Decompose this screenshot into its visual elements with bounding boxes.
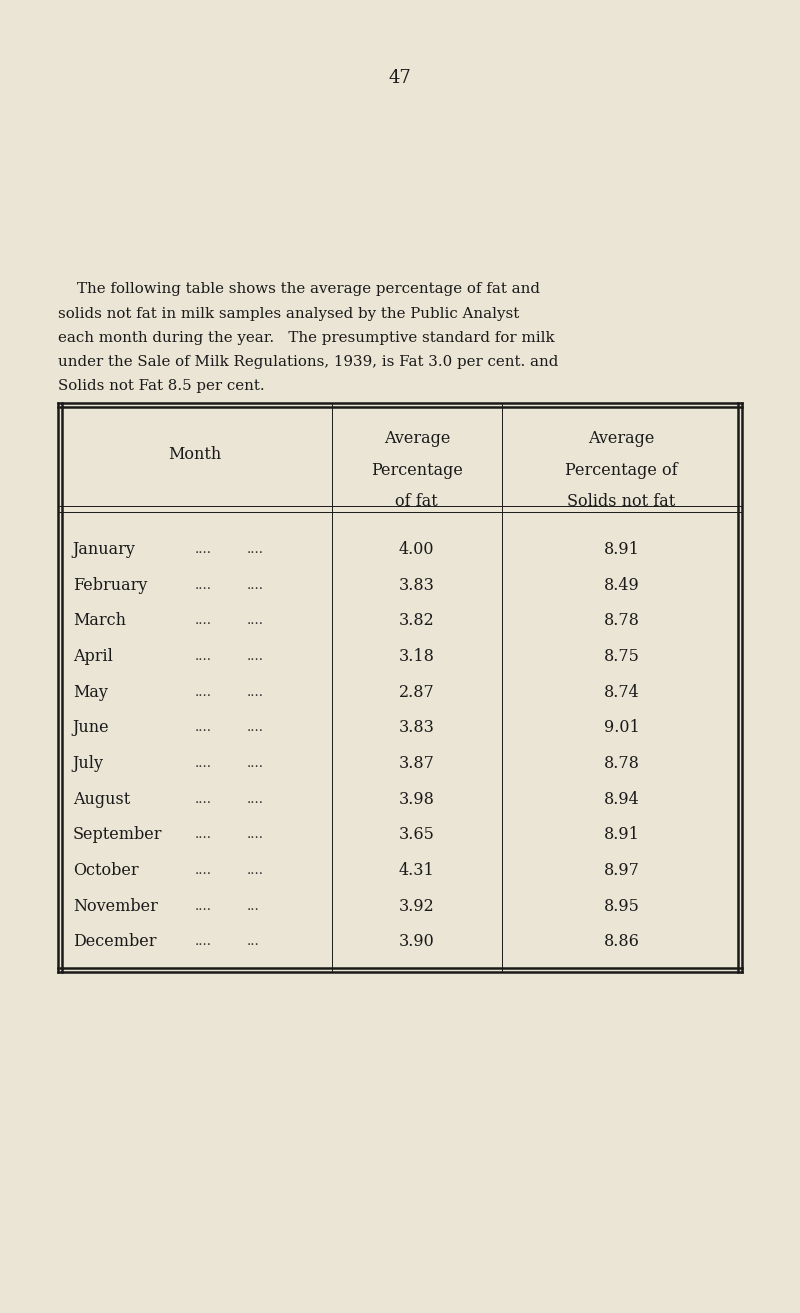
Text: 3.87: 3.87 [399,755,434,772]
Text: 3.18: 3.18 [399,649,434,664]
Text: ....: .... [246,614,263,628]
Text: June: June [73,720,110,737]
Text: ....: .... [246,650,263,663]
Text: 8.86: 8.86 [604,934,639,951]
Text: ....: .... [246,579,263,592]
Text: 47: 47 [389,70,411,87]
Text: March: March [73,612,126,629]
Text: April: April [73,649,113,664]
Text: ....: .... [194,758,211,769]
Text: solids not fat in milk samples analysed by the Public Analyst: solids not fat in milk samples analysed … [58,307,520,320]
Text: May: May [73,684,108,701]
Text: 8.74: 8.74 [604,684,639,701]
Text: ....: .... [246,793,263,806]
Text: Average: Average [384,431,450,446]
Text: Average: Average [589,431,654,446]
Text: ....: .... [194,899,211,913]
Text: Percentage of: Percentage of [566,462,678,478]
Text: 8.95: 8.95 [604,898,639,915]
Text: ....: .... [246,864,263,877]
Text: September: September [73,826,162,843]
Text: ....: .... [194,614,211,628]
Text: July: July [73,755,104,772]
Text: November: November [73,898,158,915]
Text: ....: .... [194,685,211,699]
Text: The following table shows the average percentage of fat and: The following table shows the average pe… [58,282,541,297]
Text: August: August [73,790,130,807]
Text: 8.78: 8.78 [604,612,639,629]
Text: under the Sale of Milk Regulations, 1939, is Fat 3.0 per cent. and: under the Sale of Milk Regulations, 1939… [58,355,558,369]
Text: ...: ... [246,899,259,913]
Text: 8.91: 8.91 [604,541,639,558]
Text: 3.83: 3.83 [399,576,434,593]
Text: Percentage: Percentage [371,462,462,478]
Text: 8.91: 8.91 [604,826,639,843]
Text: December: December [73,934,156,951]
Text: ....: .... [194,829,211,842]
Text: 8.49: 8.49 [604,576,639,593]
Text: Solids not Fat 8.5 per cent.: Solids not Fat 8.5 per cent. [58,379,265,394]
Text: Month: Month [169,446,222,462]
Text: 3.65: 3.65 [399,826,434,843]
Text: ....: .... [246,685,263,699]
Text: 3.83: 3.83 [399,720,434,737]
Text: ...: ... [246,935,259,948]
Text: October: October [73,861,138,878]
Text: 4.31: 4.31 [399,861,434,878]
Text: of fat: of fat [395,494,438,509]
Text: each month during the year.   The presumptive standard for milk: each month during the year. The presumpt… [58,331,555,345]
Text: 9.01: 9.01 [604,720,639,737]
Text: February: February [73,576,147,593]
Text: 8.75: 8.75 [604,649,639,664]
Text: ....: .... [194,935,211,948]
Text: 8.97: 8.97 [604,861,639,878]
Text: ....: .... [246,758,263,769]
Text: ....: .... [246,829,263,842]
Text: ....: .... [194,650,211,663]
Text: 3.98: 3.98 [399,790,434,807]
Text: 8.94: 8.94 [604,790,639,807]
Text: ....: .... [194,864,211,877]
Text: 3.92: 3.92 [399,898,434,915]
Text: 2.87: 2.87 [399,684,434,701]
Text: 8.78: 8.78 [604,755,639,772]
Text: ....: .... [194,721,211,734]
Text: ....: .... [246,721,263,734]
Text: ....: .... [246,544,263,557]
Text: 3.90: 3.90 [399,934,434,951]
Text: ....: .... [194,793,211,806]
Text: 3.82: 3.82 [399,612,434,629]
Text: ....: .... [194,579,211,592]
Text: Solids not fat: Solids not fat [567,494,676,509]
Text: 4.00: 4.00 [399,541,434,558]
Text: January: January [73,541,136,558]
Text: ....: .... [194,544,211,557]
